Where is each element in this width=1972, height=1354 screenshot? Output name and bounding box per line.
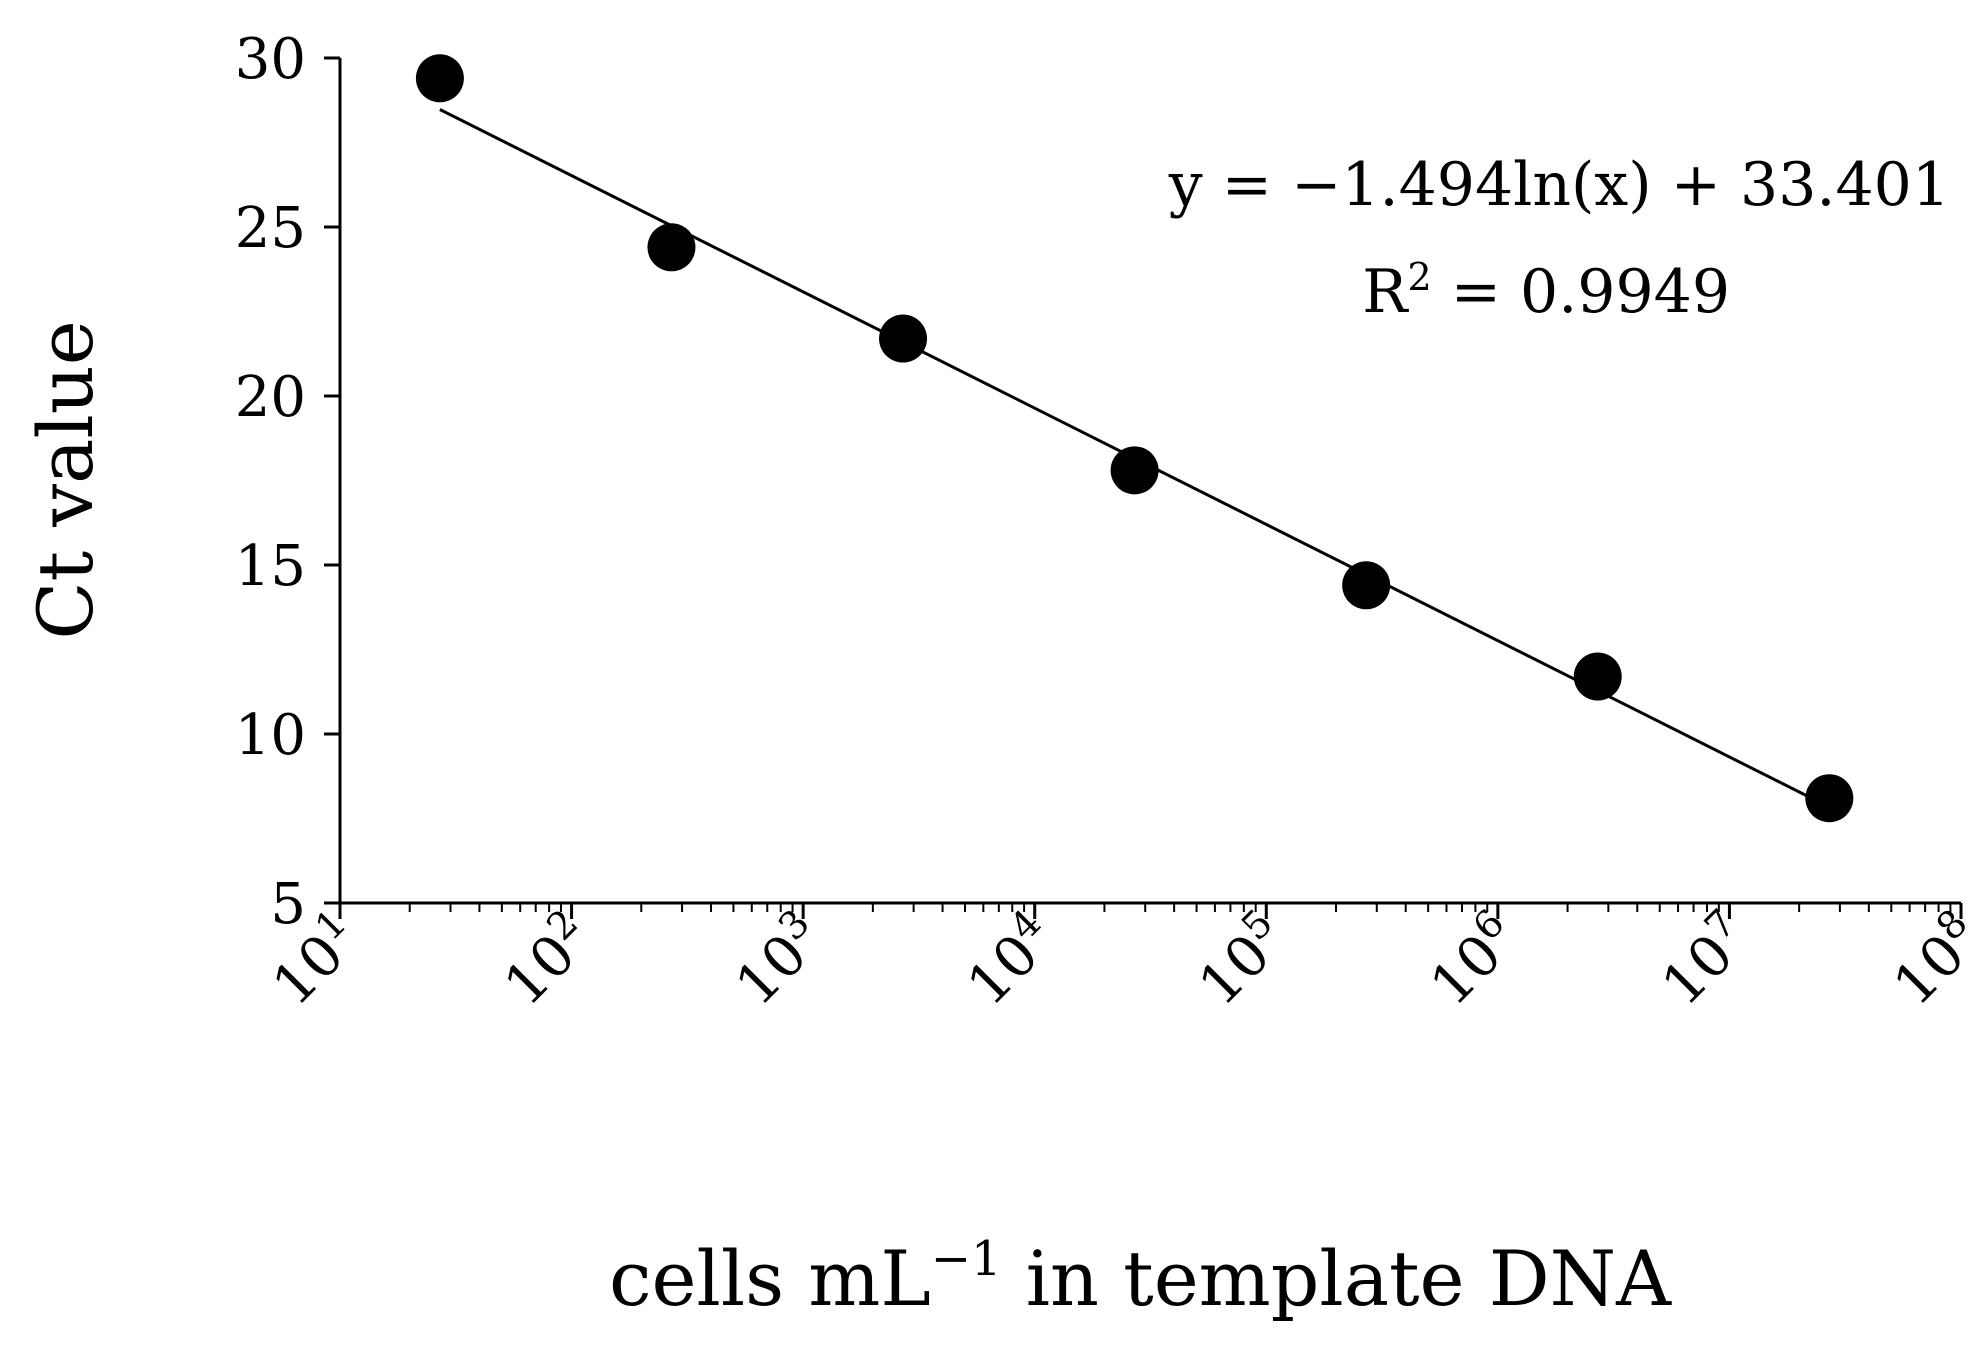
x-axis-title-superscript: −1 <box>931 1231 1002 1287</box>
x-tick-label: 108 <box>1877 901 1972 1019</box>
y-tick-label: 10 <box>235 703 306 768</box>
plot-frame <box>338 58 1961 905</box>
y-tick-label: 5 <box>270 872 306 937</box>
x-axis-title-main: cells mL <box>609 1234 931 1323</box>
data-point <box>415 54 464 103</box>
x-tick-label: 103 <box>719 901 837 1019</box>
data-point <box>1573 652 1622 701</box>
points-layer <box>415 54 1854 823</box>
x-tick-label: 102 <box>488 901 606 1019</box>
x-axis-title: cells mL−1 in template DNA <box>609 1231 1672 1323</box>
x-ticks: 101 102 103 104 105 106 107 108 <box>260 901 1972 1019</box>
data-point <box>1805 774 1854 823</box>
x-tick-label: 105 <box>1182 901 1300 1019</box>
x-tick-label: 104 <box>951 901 1069 1019</box>
r-squared-superscript: 2 <box>1407 255 1431 299</box>
y-tick-label: 25 <box>235 196 306 261</box>
y-axis-title: Ct value <box>21 320 110 639</box>
x-axis-title-rest: in template DNA <box>1002 1234 1673 1323</box>
y-tick-label: 20 <box>235 365 306 430</box>
data-point <box>1110 446 1159 495</box>
r-squared-prefix: R <box>1362 257 1409 327</box>
r-squared-text: R2 = 0.9949 <box>1362 255 1730 327</box>
data-point <box>1342 561 1391 610</box>
x-tick-label: 106 <box>1414 901 1532 1019</box>
x-tick-label: 107 <box>1646 901 1764 1019</box>
y-ticks: 5 10 15 20 25 30 <box>235 27 340 937</box>
data-point <box>879 314 928 363</box>
y-tick-label: 15 <box>235 534 306 599</box>
y-tick-label: 30 <box>235 27 306 92</box>
r-squared-value: = 0.9949 <box>1432 257 1730 327</box>
equation-text: y = −1.494ln(x) + 33.401 <box>1168 150 1950 220</box>
data-point <box>647 223 696 272</box>
